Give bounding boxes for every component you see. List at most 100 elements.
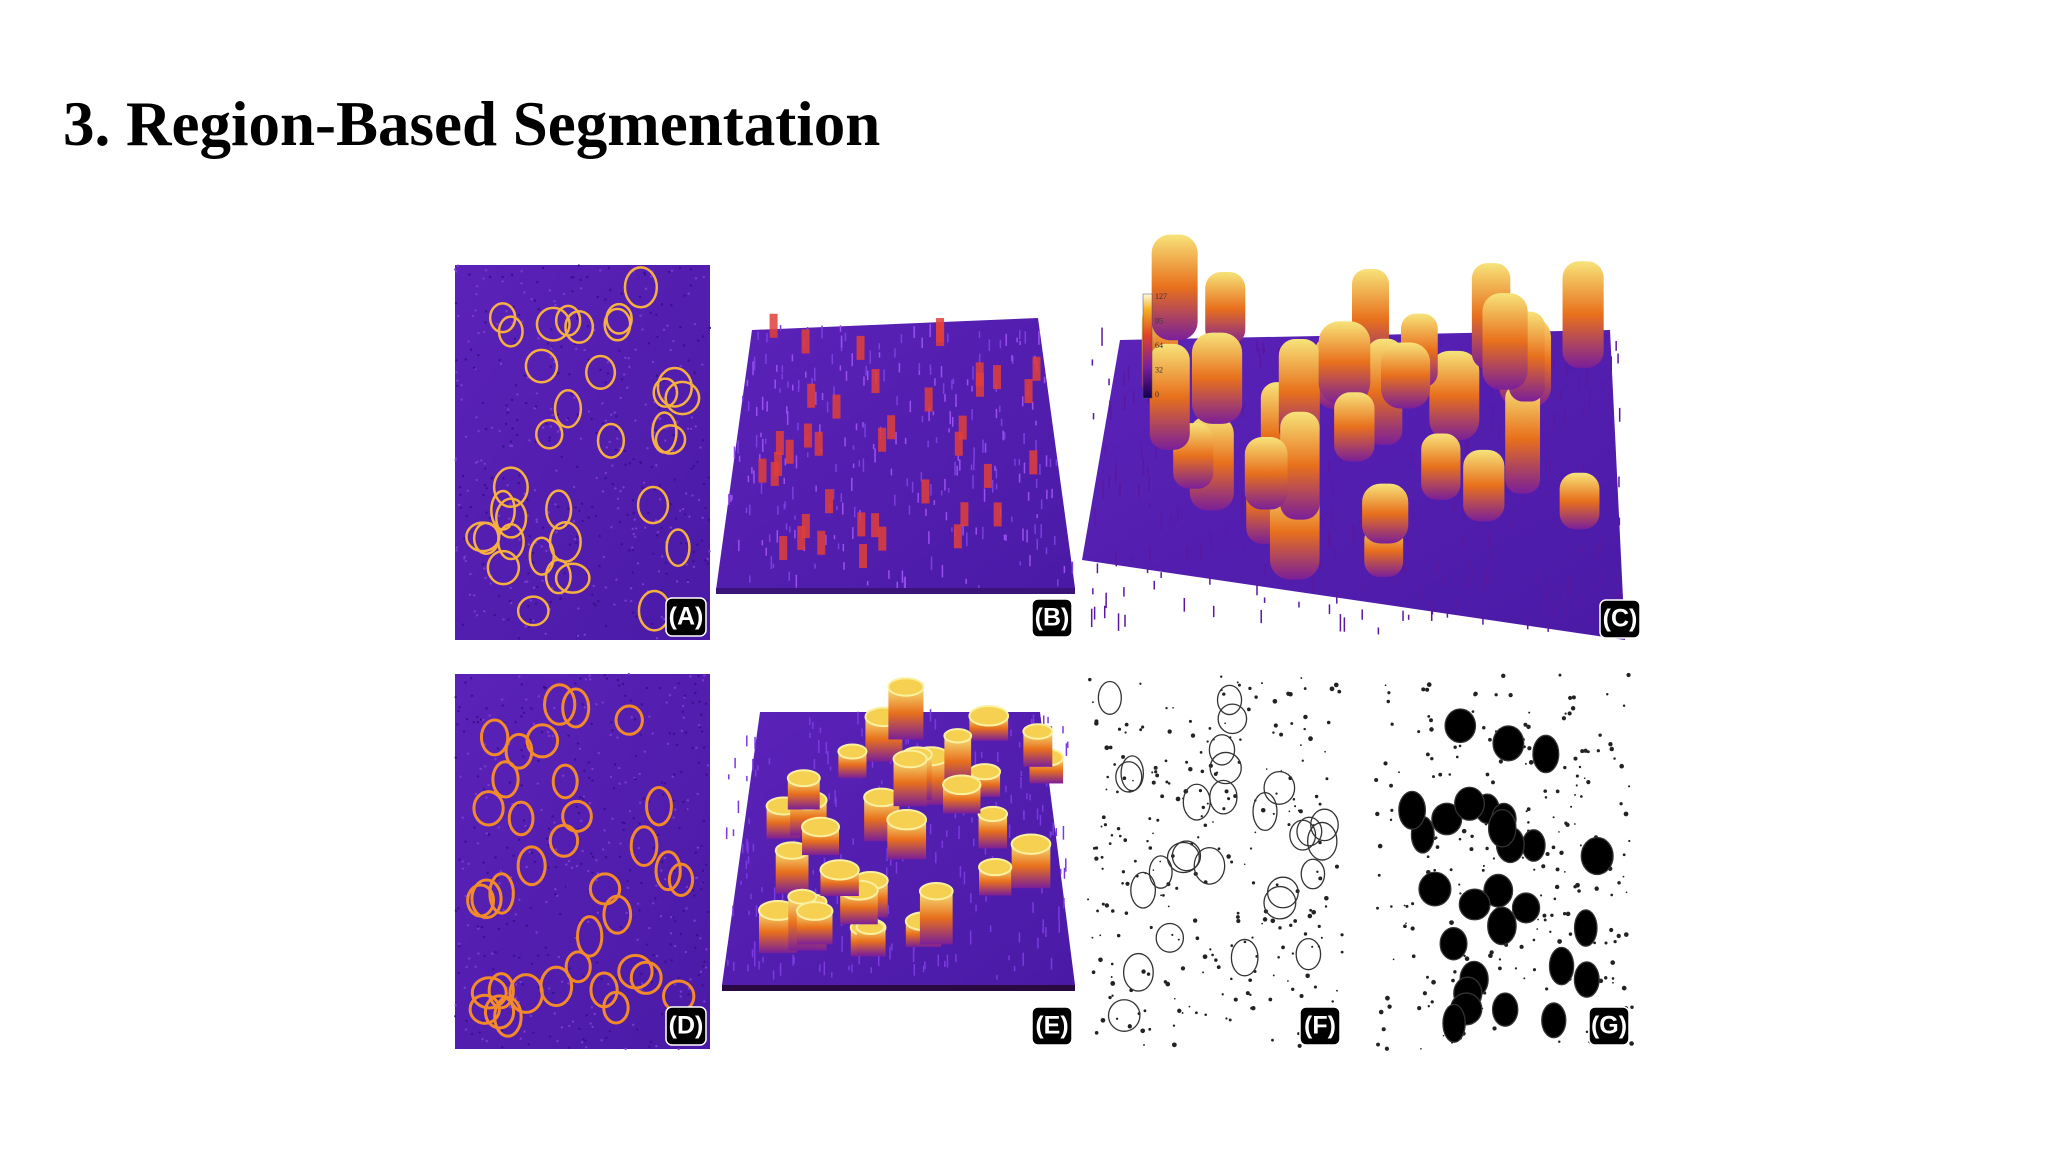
noise (672, 773, 676, 776)
speck (1389, 818, 1393, 822)
noise (531, 962, 534, 965)
speck (1621, 985, 1627, 991)
speck (1485, 846, 1489, 851)
speck (1275, 883, 1279, 887)
noise (565, 863, 568, 866)
noise (646, 446, 649, 450)
noise (624, 694, 627, 697)
peak (936, 317, 945, 342)
speck (1272, 812, 1275, 816)
cell-outline (1115, 761, 1143, 793)
speck (1540, 894, 1543, 897)
noise (591, 593, 594, 596)
speck (1617, 881, 1621, 885)
cell-outline (1122, 952, 1154, 992)
speck (1403, 924, 1407, 929)
noise (684, 492, 688, 495)
speck (1203, 823, 1208, 828)
noise (628, 462, 632, 465)
speck (1213, 772, 1218, 776)
speck (1575, 774, 1579, 778)
noise (639, 733, 643, 736)
noise (525, 865, 528, 869)
speck (1122, 776, 1127, 781)
speck (1523, 977, 1526, 980)
speck (1528, 711, 1531, 714)
noise (693, 894, 696, 897)
noise (669, 932, 673, 935)
speck (1570, 805, 1573, 808)
noise (484, 467, 487, 470)
cell-ring (543, 683, 577, 726)
noise (702, 275, 706, 279)
speck (1340, 933, 1344, 937)
speck (1575, 784, 1578, 787)
noise (693, 371, 696, 374)
peak (785, 439, 794, 464)
noise (501, 280, 504, 283)
cell-outline (1182, 783, 1211, 821)
cell-ring (614, 704, 644, 736)
speck (1426, 975, 1429, 979)
noise (533, 407, 536, 410)
speck (1425, 752, 1430, 757)
noise (668, 732, 672, 735)
noise (580, 862, 583, 866)
noise (514, 913, 518, 916)
noise (453, 268, 457, 271)
cell-ring (470, 976, 508, 1010)
speck (1604, 941, 1608, 945)
noise (604, 856, 608, 859)
noise (576, 742, 580, 745)
speck (1245, 991, 1250, 996)
speck (1104, 745, 1110, 751)
speck (1453, 745, 1457, 749)
speck (1116, 790, 1119, 794)
noise (520, 784, 523, 787)
noise (555, 469, 558, 472)
peak (758, 458, 767, 483)
noise (693, 322, 697, 326)
noise (583, 633, 586, 636)
noise (658, 686, 661, 690)
peak (1562, 261, 1604, 368)
cell-ring (497, 315, 524, 348)
cell-ring (535, 418, 564, 450)
speck (1103, 823, 1107, 827)
noise (600, 977, 603, 980)
noise (619, 926, 623, 929)
noise (656, 335, 659, 339)
image-panel (454, 672, 710, 1051)
noise (540, 730, 544, 734)
noise (482, 563, 485, 566)
noise (587, 920, 590, 924)
noise (457, 503, 461, 507)
noise (557, 372, 560, 375)
noise (616, 497, 620, 501)
speck (1612, 981, 1614, 984)
peak (825, 489, 834, 514)
noise (679, 365, 682, 368)
noise (548, 436, 551, 439)
noise (626, 879, 629, 883)
noise (548, 439, 551, 443)
noise (509, 440, 512, 443)
noise (674, 517, 678, 520)
noise (524, 625, 527, 628)
speck (1154, 770, 1158, 774)
noise (523, 291, 526, 294)
speck (1567, 711, 1572, 716)
speck (1236, 681, 1239, 684)
peak (832, 394, 841, 419)
speck (1326, 720, 1331, 725)
speck (1482, 726, 1486, 730)
noise (570, 276, 573, 279)
speck (1482, 864, 1485, 867)
noise (454, 270, 458, 273)
noise (607, 982, 610, 986)
noise (468, 957, 471, 960)
speck (1286, 691, 1291, 696)
cell-outline (1296, 816, 1323, 847)
noise (658, 483, 662, 487)
noise (454, 756, 458, 759)
